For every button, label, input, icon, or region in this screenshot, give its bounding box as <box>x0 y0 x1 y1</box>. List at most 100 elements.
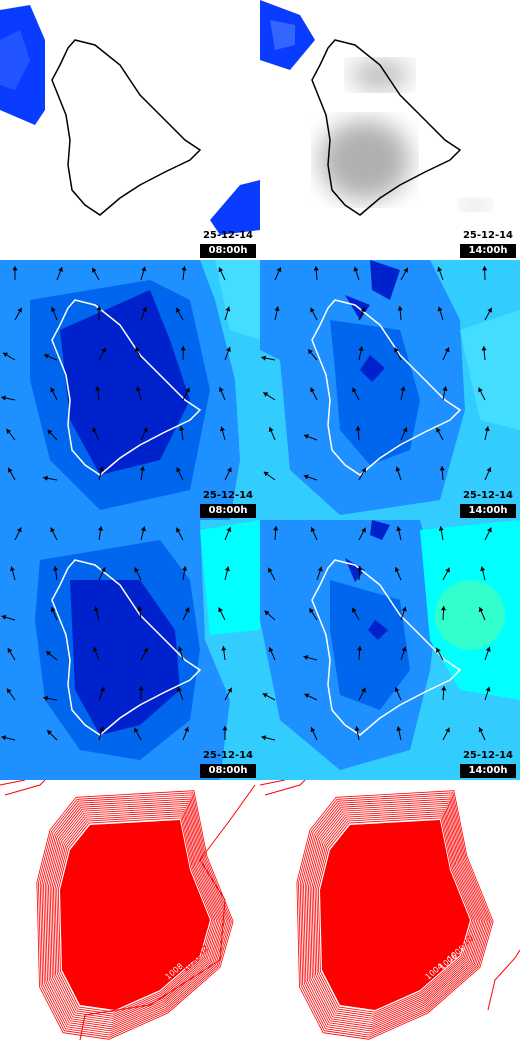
wind-arrow-head <box>50 387 56 393</box>
wind-arrow-head <box>397 306 403 311</box>
wind-arrow-head <box>440 606 447 611</box>
wind-arrow-head <box>7 688 12 694</box>
stamp-time: 14:00h <box>460 244 516 258</box>
wind-arrow-head <box>310 307 315 313</box>
wind-arrow-head <box>1 395 7 401</box>
isobar-line <box>46 802 224 1028</box>
isobar-line <box>57 817 213 1013</box>
isobar-line <box>54 813 216 1017</box>
wind-arrow-head <box>8 467 13 473</box>
wind-arrow-head <box>181 266 187 271</box>
wind-arrow-head <box>221 646 227 651</box>
wind-arrow-head <box>441 686 447 691</box>
wind-arrow-head <box>304 693 310 699</box>
wind-arrow-head <box>402 427 408 433</box>
timestamp: 25-12-14 14:00h <box>460 749 516 778</box>
wind-arrow-head <box>439 466 445 471</box>
wind-arrow-head <box>227 687 232 693</box>
wind-arrow-head <box>303 655 309 661</box>
wind-arrow-head <box>261 735 267 741</box>
wind-arrow-head <box>1 735 7 741</box>
wind-arrow-head <box>180 346 186 351</box>
wind-arrow-head <box>361 687 366 693</box>
wind-arrow-head <box>47 429 53 435</box>
wind-arrow-head <box>396 726 402 732</box>
wind-arrow-head <box>218 607 223 613</box>
island-coastline <box>311 39 462 216</box>
isobar-line <box>316 815 474 1015</box>
timestamp: 25-12-14 08:00h <box>200 749 256 778</box>
wind-arrow-head <box>403 267 408 273</box>
wind-arrow-head <box>142 427 148 433</box>
wind-arrow-head <box>140 526 146 532</box>
wind-arrow-head <box>6 428 12 434</box>
island-coastline <box>51 39 202 216</box>
isobar-line <box>36 790 234 1040</box>
wind-arrow-head <box>218 387 224 392</box>
wind-arrow-head <box>478 607 484 613</box>
wind-arrow-head <box>436 427 441 433</box>
isobar-line <box>298 792 492 1038</box>
wind-arrow-head <box>484 426 490 432</box>
isobar-line <box>39 794 231 1036</box>
wind-arrow-head <box>101 347 106 353</box>
wind-arrow-head <box>43 695 48 701</box>
wind-arrow-head <box>273 526 279 531</box>
pressure-map-right: 1004 1006 1008 1010 <box>260 780 520 1040</box>
wind-arrow-head <box>92 267 97 273</box>
isobar-line <box>317 817 473 1013</box>
wind-arrow-head <box>478 727 484 733</box>
isobar-line <box>49 807 221 1023</box>
wind-arrow-head <box>95 386 101 391</box>
wind-arrow-head <box>137 606 143 611</box>
wind-arrow-head <box>139 466 146 471</box>
wind-arrow-head <box>261 355 266 361</box>
wind-arrow-head <box>99 726 105 732</box>
isobar-line <box>52 811 218 1019</box>
wind-map-0800-a: 25-12-14 08:00h <box>0 260 260 520</box>
isobar-line <box>48 804 223 1026</box>
stamp-date: 25-12-14 <box>202 750 254 761</box>
wind-arrow-head <box>396 526 402 532</box>
isobar-line <box>312 811 478 1019</box>
wind-arrow-head <box>352 387 357 393</box>
wind-arrow-head <box>353 266 359 272</box>
wind-arrow-head <box>394 687 400 693</box>
precip-map-0800: 25-12-14 08:00h <box>0 0 260 260</box>
wind-arrow-head <box>400 386 406 392</box>
wind-map-1400-b: 25-12-14 14:00h <box>260 520 520 780</box>
wind-arrow-head <box>220 426 225 432</box>
wind-arrow-head <box>445 567 450 573</box>
isobar-core <box>320 820 470 1010</box>
wind-arrow-head <box>438 526 444 531</box>
wind-arrow-head <box>303 434 309 440</box>
stamp-date: 25-12-14 <box>462 230 514 241</box>
wind-arrow-head <box>268 567 273 573</box>
isobar-line <box>299 794 491 1036</box>
wind-arrow-head <box>263 392 269 397</box>
wind-arrow-head <box>177 686 182 692</box>
wind-arrow-head <box>436 647 441 653</box>
timestamp: 25-12-14 14:00h <box>460 229 516 258</box>
wind-arrow-head <box>226 346 231 352</box>
isobar-line <box>314 813 476 1017</box>
wind-arrow-head <box>16 527 22 533</box>
isobar-core <box>60 820 210 1010</box>
wind-arrow-head <box>445 727 450 733</box>
isobar-line <box>306 802 484 1028</box>
wind-arrow-head <box>442 386 448 391</box>
isobar-line <box>38 792 232 1038</box>
stamp-time: 08:00h <box>200 244 256 258</box>
wind-arrow-head <box>264 610 270 616</box>
wind-arrow-head <box>12 266 18 271</box>
wind-arrow-head <box>135 386 141 392</box>
wind-arrow-head <box>7 647 13 653</box>
wind-arrow-head <box>358 346 364 352</box>
island-coastline <box>311 559 462 736</box>
isobar-line <box>304 800 486 1030</box>
isobar-line <box>51 809 219 1021</box>
wind-map-0800-b: 25-12-14 08:00h <box>0 520 260 780</box>
cloud-map-1400: 25-12-14 14:00h <box>260 0 520 260</box>
stamp-date: 25-12-14 <box>202 490 254 501</box>
wind-arrow-head <box>361 467 366 473</box>
